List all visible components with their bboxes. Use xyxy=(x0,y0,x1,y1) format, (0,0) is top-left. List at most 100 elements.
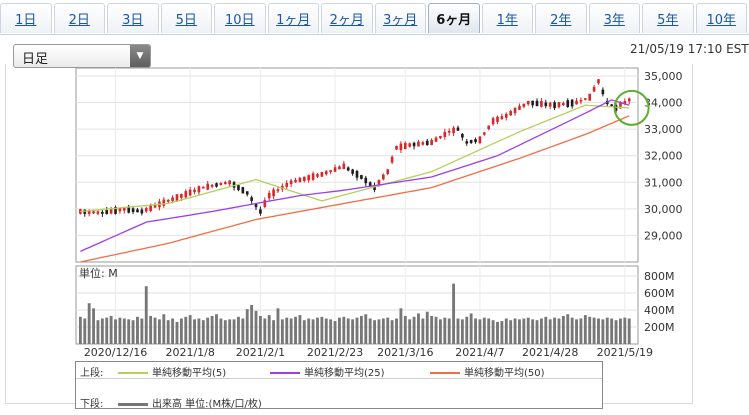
candle-body xyxy=(386,169,390,174)
volume-bar xyxy=(157,319,161,344)
volume-bar xyxy=(267,315,271,344)
tab-12[interactable]: 5年 xyxy=(642,3,694,33)
candle-body xyxy=(237,185,240,191)
volume-bar xyxy=(201,320,205,344)
chevron-down-icon[interactable]: ▼ xyxy=(130,45,150,67)
volume-bar xyxy=(496,321,499,344)
volume-bar xyxy=(140,318,144,344)
volume-bar xyxy=(359,315,363,344)
candle-body xyxy=(219,182,223,186)
volume-bar xyxy=(232,319,236,344)
volume-bar xyxy=(438,319,442,344)
candle-body xyxy=(272,189,275,197)
tab-5[interactable]: 1ヶ月 xyxy=(267,3,319,33)
tab-11[interactable]: 3年 xyxy=(588,3,640,33)
volume-bar xyxy=(329,319,333,344)
legend-ma25-label: 単純移動平均(25) xyxy=(304,368,385,379)
candle-body xyxy=(259,209,262,214)
volume-bar xyxy=(390,320,394,344)
volume-bar xyxy=(425,311,429,344)
candle-body xyxy=(289,180,293,185)
candle-body xyxy=(122,207,126,211)
ma5-swatch xyxy=(118,372,148,374)
volume-bar xyxy=(592,317,596,344)
candle-body xyxy=(136,209,139,213)
volume-bar xyxy=(487,318,491,344)
volume-bar xyxy=(92,308,95,344)
candle-body xyxy=(245,191,249,195)
volume-bar xyxy=(368,318,372,344)
candle-body xyxy=(364,177,368,184)
volume-bar xyxy=(184,316,188,344)
volume-bar xyxy=(307,318,311,344)
candle-body xyxy=(412,142,416,147)
candle-body xyxy=(263,200,267,207)
candle-body xyxy=(627,98,631,102)
x-tick-label: 2021/1/8 xyxy=(165,346,214,359)
candle-body xyxy=(316,174,319,177)
candle-body xyxy=(193,189,196,193)
x-tick-label: 2021/5/19 xyxy=(597,346,653,359)
volume-bar xyxy=(127,319,131,344)
candle-body xyxy=(276,189,280,192)
volume-bar xyxy=(561,315,565,344)
volume-bar xyxy=(460,319,464,344)
volume-bar xyxy=(263,318,267,344)
volume-bar xyxy=(619,318,622,344)
volume-bar xyxy=(588,316,592,344)
candle-body xyxy=(408,143,412,147)
candle-body xyxy=(478,136,482,144)
latest-price-highlight-circle xyxy=(613,89,650,126)
volume-bar xyxy=(575,319,578,344)
volume-bar xyxy=(206,317,210,344)
candle-body xyxy=(215,183,218,187)
price-y-tick-label: 32,000 xyxy=(644,150,683,163)
price-plot-frame xyxy=(75,67,639,263)
tab-6[interactable]: 2ヶ月 xyxy=(321,3,373,33)
volume-bar xyxy=(610,318,614,344)
tab-10[interactable]: 2年 xyxy=(535,3,587,33)
volume-bar xyxy=(583,315,587,344)
period-select-value: 日足 xyxy=(22,52,49,67)
volume-bar xyxy=(430,315,434,344)
candle-body xyxy=(228,180,231,185)
tab-3[interactable]: 5日 xyxy=(160,3,212,33)
volume-bar xyxy=(373,320,376,344)
candle-body xyxy=(311,173,315,180)
candle-body xyxy=(320,171,324,177)
price-y-tick-label: 30,000 xyxy=(644,203,683,216)
tab-4[interactable]: 10日 xyxy=(214,3,266,33)
candle-body xyxy=(439,136,442,139)
candle-body xyxy=(496,116,499,122)
candle-body xyxy=(175,194,179,201)
volume-bar xyxy=(482,317,486,344)
legend-top-label: 上段: xyxy=(80,368,104,379)
volume-bar xyxy=(272,320,276,344)
tab-8[interactable]: 6ヶ月 xyxy=(428,3,480,33)
volume-bar xyxy=(377,319,381,344)
volume-bar xyxy=(83,318,87,344)
tab-13[interactable]: 10年 xyxy=(695,3,747,33)
candle-body xyxy=(87,210,91,214)
candle-body xyxy=(526,100,530,105)
candle-body xyxy=(491,118,495,125)
candle-body xyxy=(430,139,433,145)
period-select[interactable]: 日足 ▼ xyxy=(13,44,151,68)
volume-bar xyxy=(623,317,627,344)
tab-0[interactable]: 1日 xyxy=(0,3,52,33)
candle-body xyxy=(184,191,188,198)
volume-bar xyxy=(504,318,508,344)
volume-bar xyxy=(316,317,319,344)
candle-body xyxy=(513,107,517,114)
candle-body xyxy=(403,142,407,150)
candle-body xyxy=(483,132,486,135)
candle-body xyxy=(285,182,289,187)
candle-body xyxy=(373,185,376,191)
tab-1[interactable]: 2日 xyxy=(53,3,105,33)
tab-9[interactable]: 1年 xyxy=(481,3,533,33)
tab-2[interactable]: 3日 xyxy=(107,3,159,33)
candle-body xyxy=(601,89,605,95)
volume-bar xyxy=(166,320,170,344)
volume-bar xyxy=(96,320,100,344)
tab-7[interactable]: 3ヶ月 xyxy=(374,3,426,33)
